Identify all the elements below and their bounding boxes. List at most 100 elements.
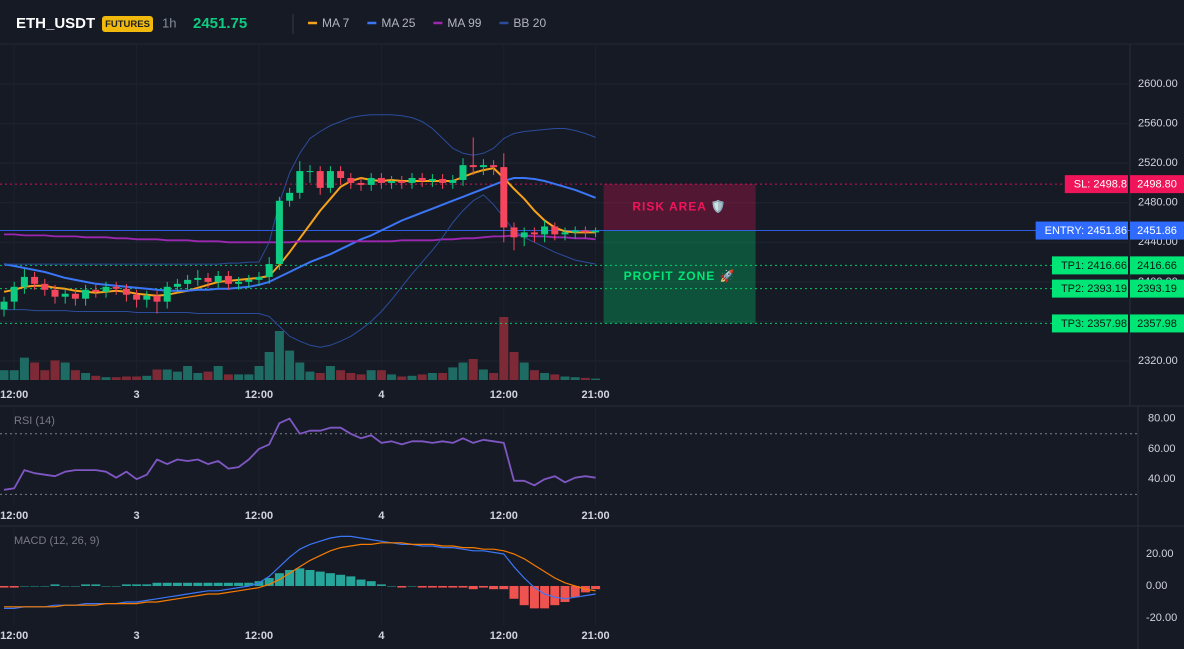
macd-histogram-bar — [60, 585, 70, 587]
macd-histogram-bar — [30, 585, 40, 587]
candle-body — [163, 286, 171, 302]
candle-body — [469, 165, 477, 168]
candle-body — [204, 277, 212, 282]
macd-histogram-bar — [427, 585, 437, 588]
volume-bar — [50, 360, 60, 380]
level-axis-bg — [1130, 279, 1184, 298]
ma-line — [3, 177, 596, 292]
candle-body — [143, 295, 151, 300]
macd-histogram-bar — [285, 569, 295, 586]
x-tick-label: 12:00 — [0, 510, 28, 522]
volume-bar — [376, 370, 386, 380]
volume-bar — [203, 371, 213, 380]
macd-histogram-bar — [315, 571, 325, 586]
candle-body — [581, 230, 589, 233]
macd-histogram-bar — [244, 582, 254, 586]
x-tick-label: 3 — [134, 389, 140, 401]
rsi-line — [3, 417, 596, 491]
volume-bar — [274, 331, 284, 380]
volume-bar — [366, 370, 376, 380]
level-tag-bg — [1051, 314, 1128, 333]
y-tick-label: 80.00 — [1148, 413, 1176, 425]
macd-histogram-bar — [346, 576, 356, 586]
candle-body — [439, 178, 447, 183]
symbol: ETH_USDT — [16, 15, 95, 32]
candle-body — [92, 289, 100, 292]
macd-histogram-bar — [468, 585, 478, 590]
candle-body — [479, 165, 487, 168]
y-tick-label: 20.00 — [1146, 548, 1174, 560]
x-tick-label: 12:00 — [245, 510, 273, 522]
x-tick-label: 12:00 — [0, 389, 28, 401]
y-tick-label: 2600.00 — [1138, 78, 1178, 90]
candle-body — [326, 171, 334, 188]
candle-body — [296, 171, 304, 193]
interval: 1h — [162, 15, 176, 30]
volume-bar — [234, 374, 244, 380]
level-axis-label: 2416.66 — [1137, 260, 1177, 272]
volume-bar — [162, 369, 172, 380]
level-tag: TP2: 2393.19 — [1061, 283, 1127, 295]
macd-histogram-bar — [40, 585, 50, 587]
volume-bar — [295, 362, 305, 380]
candle-body — [418, 177, 426, 181]
volume-bar — [356, 374, 366, 380]
macd-histogram-bar — [478, 585, 488, 588]
level-axis-label: 2393.19 — [1137, 283, 1177, 295]
candle-body — [214, 275, 222, 282]
macd-histogram-bar — [81, 584, 91, 586]
candle-body — [500, 167, 508, 228]
macd-histogram-bar — [142, 584, 152, 586]
macd-histogram-bar — [356, 579, 366, 586]
volume-bar — [121, 376, 131, 380]
candle-body — [306, 171, 314, 173]
macd-histogram-bar — [172, 582, 182, 586]
candle-body — [530, 232, 538, 235]
macd-histogram-bar — [132, 584, 142, 586]
volume-bar — [580, 377, 590, 380]
candle-body — [20, 276, 28, 287]
volume-bar — [91, 375, 101, 380]
macd-histogram-bar — [19, 585, 29, 587]
volume-bar — [387, 374, 397, 380]
candle-body — [71, 293, 79, 299]
macd-histogram-bar — [295, 568, 305, 586]
x-tick-label: 12:00 — [490, 389, 518, 401]
volume-bar — [19, 357, 29, 380]
level-tag: TP1: 2416.66 — [1061, 260, 1127, 272]
macd-histogram-bar — [213, 582, 223, 586]
candle-body — [122, 288, 130, 295]
badge-bg — [102, 16, 153, 32]
macd-histogram-bar — [591, 585, 601, 590]
x-tick-label: 12:00 — [490, 510, 518, 522]
x-tick-label: 21:00 — [582, 389, 610, 401]
candle-body — [235, 281, 243, 284]
volume-bar — [9, 370, 19, 380]
macd-histogram-bar — [387, 585, 397, 587]
macd-histogram-bar — [509, 585, 519, 599]
y-tick-label: 2320.00 — [1138, 355, 1178, 367]
volume-bar — [30, 362, 40, 380]
bb-upper — [4, 114, 596, 265]
candle-body — [592, 230, 600, 233]
volume-bar — [458, 362, 468, 380]
level-axis-bg — [1130, 221, 1184, 240]
candle-body — [194, 277, 202, 280]
volume-bar — [550, 374, 560, 380]
candle-body — [551, 226, 559, 235]
zone — [603, 184, 756, 231]
y-tick-label: -20.00 — [1146, 612, 1177, 624]
signal-line — [4, 542, 596, 608]
volume-bar — [417, 374, 427, 380]
level-tag-bg — [1064, 175, 1128, 194]
zone-label: PROFIT ZONE 🚀 — [624, 269, 736, 283]
candle-body — [388, 180, 396, 183]
volume-bar — [478, 369, 488, 380]
candle-body — [510, 227, 518, 238]
candle-body — [347, 177, 355, 183]
volume-bar — [540, 373, 550, 380]
candle-body — [31, 276, 39, 284]
macd-histogram-bar — [183, 582, 193, 586]
candle-body — [520, 232, 528, 238]
macd-histogram-bar — [438, 585, 448, 588]
